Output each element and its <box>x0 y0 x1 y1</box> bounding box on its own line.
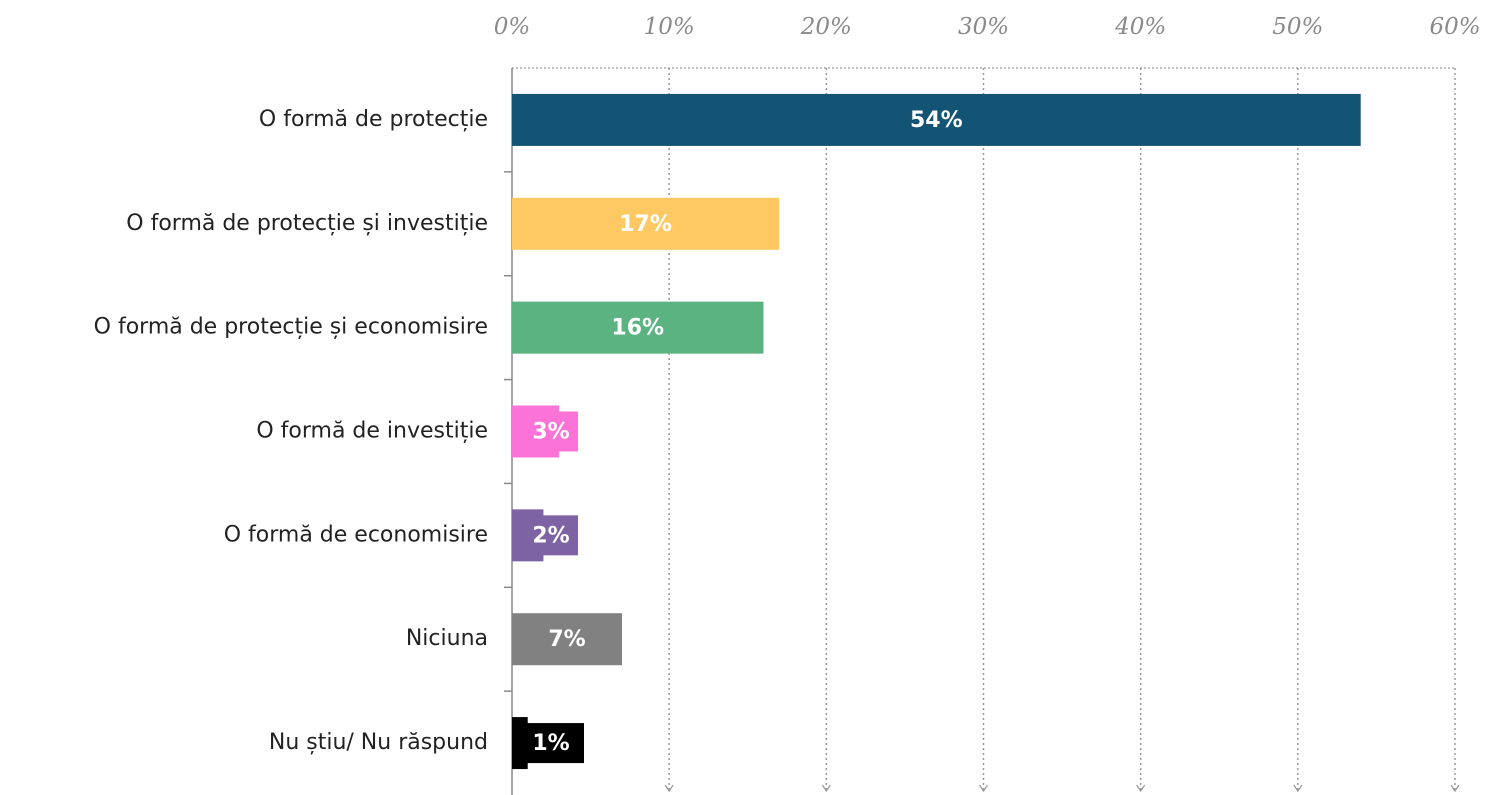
value-label: 2% <box>532 523 569 548</box>
category-label: O formă de investiție <box>256 419 488 444</box>
category-label: Niciuna <box>406 626 488 651</box>
x-tick-label: 10% <box>644 14 695 40</box>
value-label-bg <box>518 723 584 764</box>
value-label: 16% <box>611 316 664 341</box>
bar <box>512 301 764 354</box>
x-tick-label: 60% <box>1429 14 1480 40</box>
category-label: O formă de protecție <box>259 107 488 132</box>
category-label: Nu știu/ Nu răspund <box>269 730 488 755</box>
value-label-bg <box>518 515 578 556</box>
value-label: 1% <box>532 731 569 756</box>
category-label: O formă de economisire <box>224 522 488 547</box>
grid-arrow <box>979 784 988 793</box>
grid-arrow <box>664 784 674 793</box>
x-tick-label: 0% <box>494 14 531 40</box>
x-tick-label: 20% <box>800 14 852 40</box>
grid-arrow <box>1136 784 1146 793</box>
x-tick-label: 50% <box>1272 14 1323 40</box>
bar <box>512 93 1361 146</box>
value-label-bg <box>518 411 578 452</box>
bar <box>512 613 623 666</box>
value-label: 3% <box>532 420 569 445</box>
value-label: 17% <box>619 212 672 237</box>
x-tick-label: 30% <box>958 14 1009 40</box>
grid-arrow <box>821 784 831 793</box>
value-label: 54% <box>910 108 963 133</box>
bar <box>512 197 780 250</box>
category-label: O formă de protecție și investiție <box>126 211 488 236</box>
value-label: 7% <box>548 627 585 652</box>
grid-arrow <box>1293 784 1303 793</box>
x-tick-label: 40% <box>1114 14 1166 40</box>
category-label: O formă de protecție și economisire <box>94 315 488 340</box>
grid-arrow <box>1450 784 1460 793</box>
